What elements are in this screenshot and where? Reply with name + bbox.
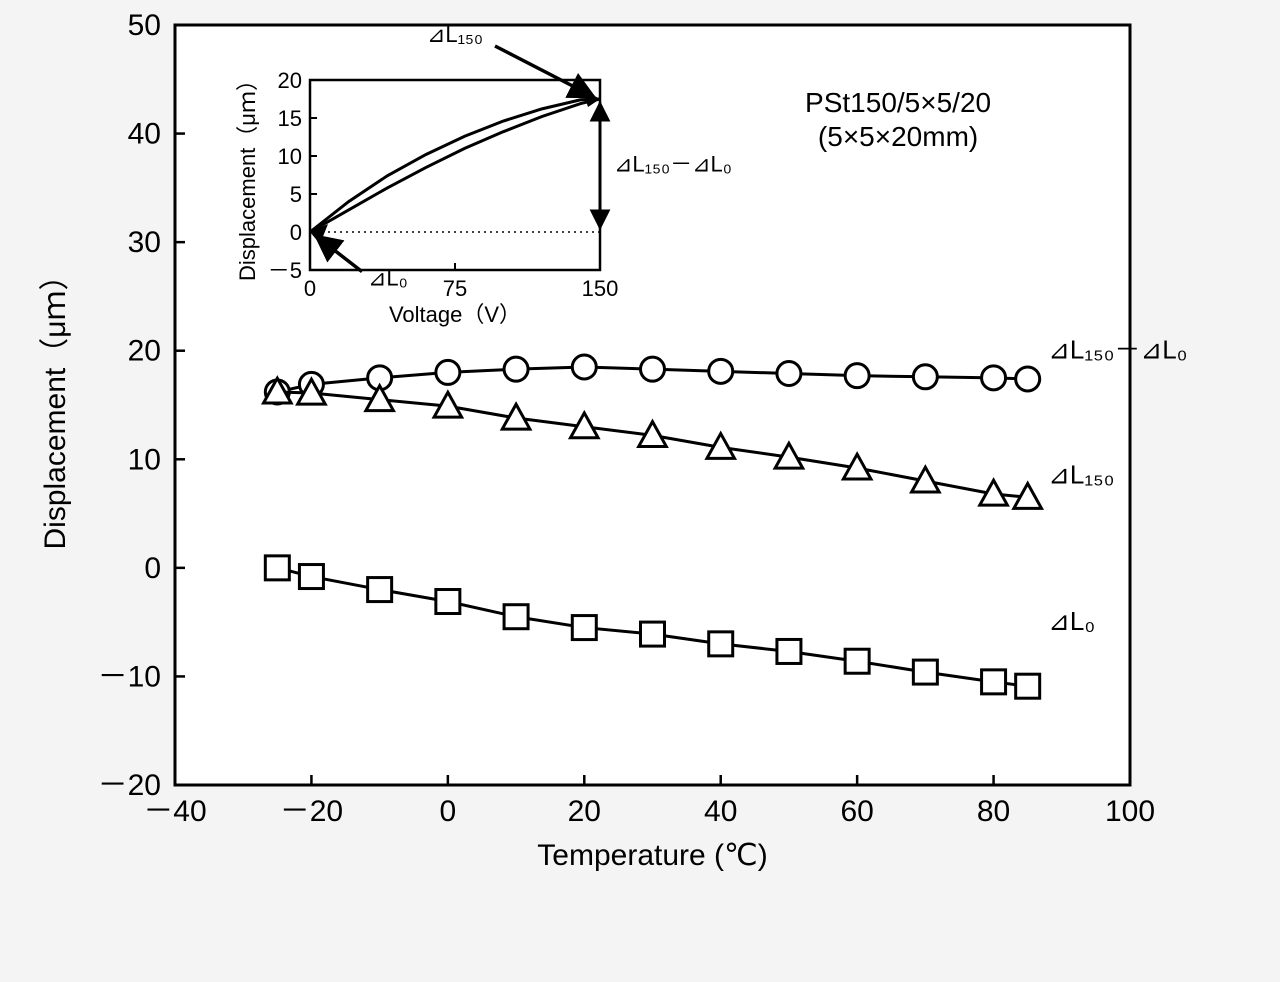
marker-circle <box>572 355 596 379</box>
y-tick-label: －10 <box>98 660 161 693</box>
y-tick-label: －20 <box>98 769 161 802</box>
marker-circle <box>913 365 937 389</box>
marker-square <box>299 565 323 589</box>
marker-circle <box>709 359 733 383</box>
chart-root: －40－20020406080100－20－1001020304050Tempe… <box>0 0 1280 982</box>
inset-y-tick: 20 <box>278 68 302 93</box>
x-tick-label: －20 <box>280 795 343 828</box>
marker-circle <box>1016 367 1040 391</box>
annotation-line2: (5×5×20mm) <box>818 121 978 152</box>
marker-circle <box>641 357 665 381</box>
y-tick-label: 50 <box>128 9 161 42</box>
marker-circle <box>504 357 528 381</box>
x-tick-label: 80 <box>977 795 1010 828</box>
inset-x-tick: 0 <box>304 276 316 301</box>
x-tick-label: 40 <box>704 795 737 828</box>
marker-circle <box>436 360 460 384</box>
inset-diff-label: ⊿L₁₅₀－⊿L₀ <box>614 152 732 177</box>
marker-circle <box>845 364 869 388</box>
marker-square <box>913 660 937 684</box>
series-label-dL150_minus_dL0: ⊿L₁₅₀－⊿L₀ <box>1048 335 1187 365</box>
inset-x-tick: 75 <box>443 276 467 301</box>
inset-y-tick: 10 <box>278 144 302 169</box>
y-tick-label: 40 <box>128 118 161 151</box>
marker-square <box>982 670 1006 694</box>
x-tick-label: 20 <box>568 795 601 828</box>
inset-y-tick: 15 <box>278 106 302 131</box>
y-tick-label: 30 <box>128 226 161 259</box>
marker-square <box>709 632 733 656</box>
inset-y-tick: 5 <box>290 182 302 207</box>
inset-y-tick: －5 <box>268 258 302 283</box>
marker-square <box>504 605 528 629</box>
inset-x-label: Voltage（V） <box>389 302 521 327</box>
marker-square <box>777 639 801 663</box>
inset-plot-area <box>310 80 600 270</box>
inset-x-tick: 150 <box>582 276 619 301</box>
series-label-dL150: ⊿L₁₅₀ <box>1048 460 1114 490</box>
x-axis-label: Temperature (℃) <box>537 839 767 872</box>
marker-square <box>368 578 392 602</box>
inset-y-tick: 0 <box>290 220 302 245</box>
marker-square <box>265 556 289 580</box>
x-tick-label: 60 <box>840 795 873 828</box>
y-tick-label: 0 <box>144 552 161 585</box>
inset-dL150-label: ⊿L₁₅₀ <box>427 22 483 47</box>
marker-square <box>1016 674 1040 698</box>
marker-square <box>436 590 460 614</box>
y-tick-label: 10 <box>128 443 161 476</box>
series-label-dL0: ⊿L₀ <box>1048 606 1095 636</box>
marker-square <box>845 649 869 673</box>
marker-square <box>572 616 596 640</box>
annotation-line1: PSt150/5×5/20 <box>805 87 991 118</box>
x-tick-label: 0 <box>440 795 457 828</box>
y-axis-label: Displacement（μｍ） <box>39 260 72 549</box>
x-tick-label: 100 <box>1105 795 1155 828</box>
marker-circle <box>982 366 1006 390</box>
marker-circle <box>777 362 801 386</box>
inset-y-label: Displacement（μｍ） <box>235 69 260 281</box>
main-chart: －40－20020406080100－20－1001020304050Tempe… <box>39 9 1187 872</box>
y-tick-label: 20 <box>128 335 161 368</box>
inset-dL0-label: ⊿L₀ <box>368 266 408 291</box>
marker-square <box>641 622 665 646</box>
